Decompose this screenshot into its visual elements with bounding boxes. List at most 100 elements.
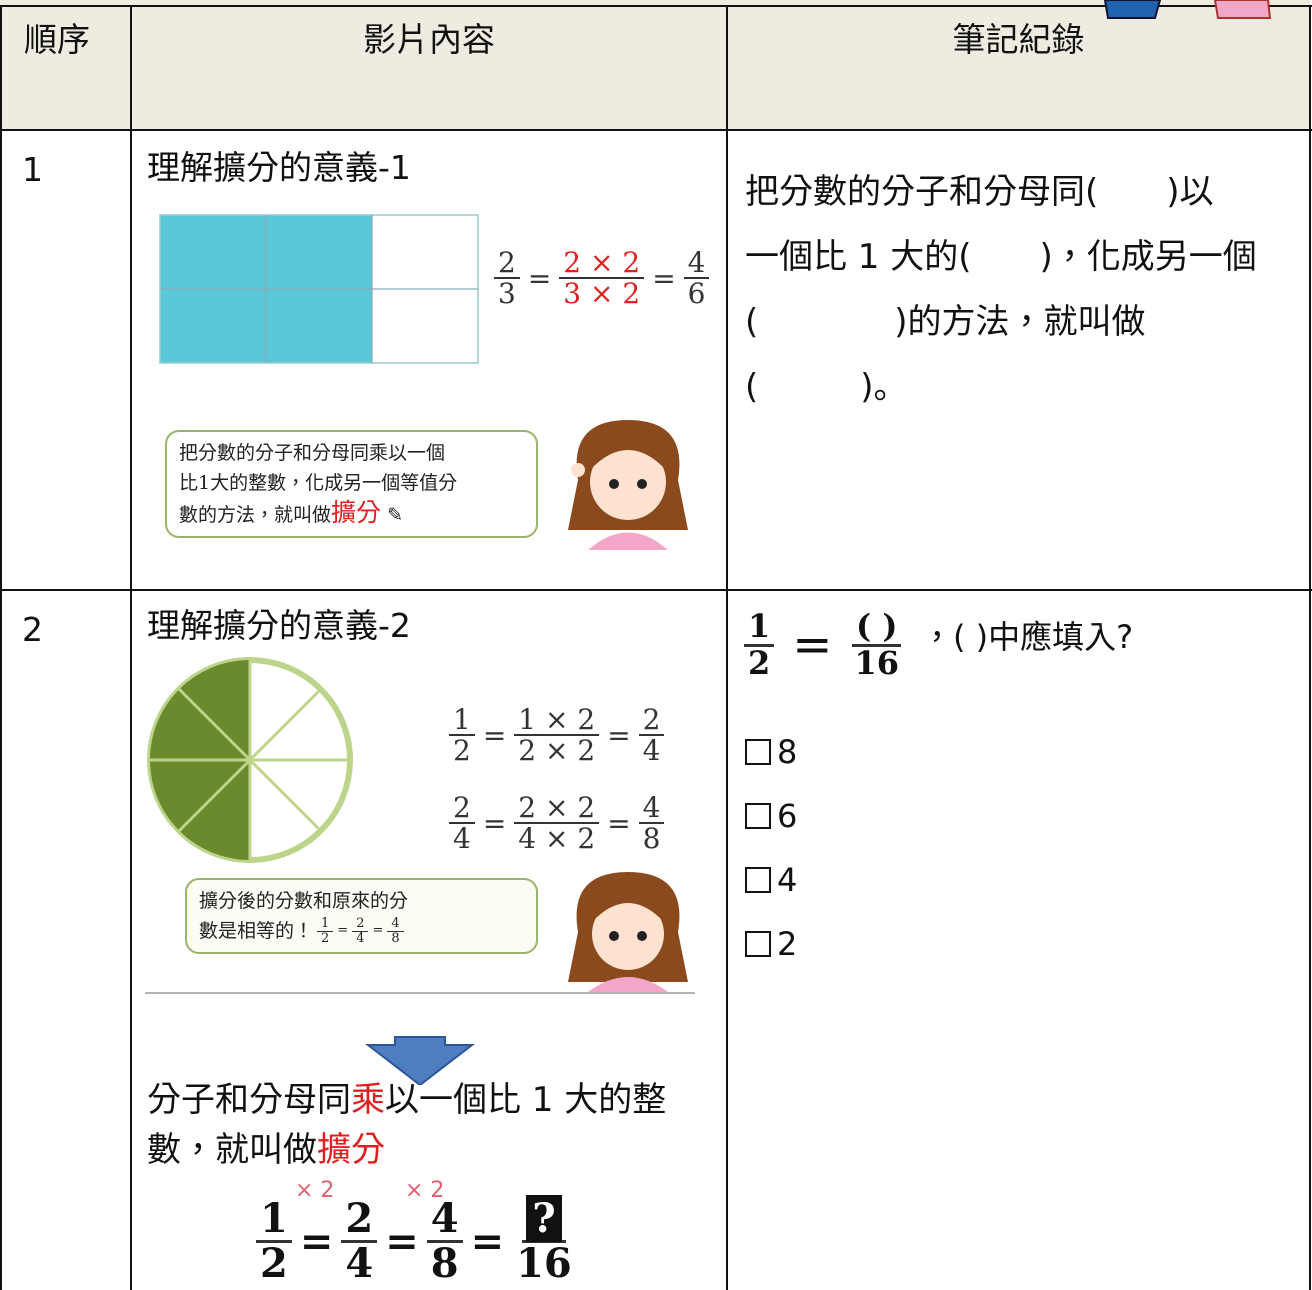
options: 8 6 4 2 <box>745 720 797 976</box>
numerator: 1 <box>449 705 475 737</box>
order: 1 <box>22 150 43 189</box>
denominator: 4 <box>345 1240 374 1287</box>
summary-emphasis: 乘 <box>351 1080 385 1120</box>
denominator: 16 <box>854 643 900 682</box>
denominator: 16 <box>516 1240 572 1287</box>
emphasis: 擴分 <box>331 498 382 527</box>
denominator: 6 <box>687 277 706 311</box>
header-cell: 順序 <box>24 20 90 59</box>
numerator: 4 <box>426 1198 463 1243</box>
denominator: 8 <box>391 930 400 946</box>
denominator: 3 <box>498 277 516 311</box>
denominator: 4 × 2 <box>518 822 596 856</box>
bubble-line: 數是相等的！ <box>199 920 314 942</box>
girl-illustration <box>568 420 688 550</box>
bubble-line: 數的方法，就叫做 <box>179 504 332 526</box>
option-label: 8 <box>777 733 798 771</box>
numerator: 2 <box>352 917 369 932</box>
note-line: 一個比 1 大的( )，化成另一個 <box>745 237 1257 277</box>
option[interactable]: 4 <box>745 848 797 912</box>
denominator: 2 × 2 <box>518 734 596 768</box>
numerator: 2 × 2 <box>514 793 600 825</box>
denominator: 2 <box>260 1240 288 1287</box>
fraction-rectangle <box>159 214 479 364</box>
order: 2 <box>22 610 43 649</box>
numerator: 2 × 2 <box>559 248 645 280</box>
denominator: 8 <box>642 822 661 856</box>
denominator: 3 × 2 <box>563 277 641 311</box>
option-label: 6 <box>777 797 798 835</box>
numerator: 1 <box>744 609 775 647</box>
denominator: 2 <box>748 643 771 682</box>
numerator: 4 <box>683 248 710 280</box>
summary-text: 以一個比 1 大的整數，就叫做 <box>147 1080 667 1170</box>
unknown: ? <box>526 1195 562 1242</box>
numerator: 2 <box>638 705 665 737</box>
chain-equation: 1 2 = 2 4 = 4 8 = ? 16 <box>252 1195 580 1287</box>
header-row <box>0 0 1310 130</box>
option[interactable]: 2 <box>745 912 797 976</box>
bubble-line: 擴分後的分數和原來的分 <box>199 890 409 912</box>
option-label: 2 <box>777 925 798 963</box>
fraction-circle <box>147 657 353 863</box>
numerator: ( ) <box>852 609 902 647</box>
multiplier: × 2 <box>295 1178 335 1203</box>
option[interactable]: 6 <box>745 784 797 848</box>
denominator: 8 <box>430 1240 459 1287</box>
divider-arrow <box>145 992 695 1085</box>
fraction: ? 16 <box>512 1195 576 1287</box>
bubble-line: 比1大的整數，化成另一個等值分 <box>179 472 458 494</box>
numerator: 2 <box>449 793 475 825</box>
note-line: 把分數的分子和分母同( )以 <box>745 172 1214 212</box>
option[interactable]: 8 <box>745 720 797 784</box>
numerator: 4 <box>638 793 665 825</box>
speech-bubble: 把分數的分子和分母同乘以一個 比1大的整數，化成另一個等值分 數的方法，就叫做擴… <box>165 430 538 538</box>
note-line: ( )的方法，就叫做 <box>745 302 1146 342</box>
question-text: ，( )中應填入? <box>921 618 1134 657</box>
denominator: 4 <box>642 734 661 768</box>
summary-text: 分子和分母同 <box>147 1080 351 1120</box>
denominator: 2 <box>453 734 471 768</box>
denominator: 2 <box>321 930 330 946</box>
girl-illustration <box>568 872 688 992</box>
numerator: 1 × 2 <box>514 705 600 737</box>
denominator: 4 <box>356 930 365 946</box>
numerator: 2 <box>494 248 520 280</box>
header-cell: 影片內容 <box>363 20 495 59</box>
numerator: 1 <box>256 1198 292 1243</box>
denominator: 4 <box>453 822 471 856</box>
video-title: 理解擴分的意義-2 <box>147 606 411 645</box>
video-title: 理解擴分的意義-1 <box>147 148 411 187</box>
summary-emphasis: 擴分 <box>317 1130 385 1170</box>
multiplier: × 2 <box>405 1178 445 1203</box>
numerator: 4 <box>387 917 404 932</box>
bubble-line: 把分數的分子和分母同乘以一個 <box>179 442 446 464</box>
option-label: 4 <box>777 861 798 899</box>
notes: 把分數的分子和分母同( )以 一個比 1 大的( )，化成另一個 ( )的方法，… <box>745 160 1257 420</box>
numerator: 1 <box>317 917 334 932</box>
fraction: ( ) 16 <box>850 609 903 682</box>
header-cell: 筆記紀錄 <box>952 20 1085 59</box>
note-line: ( )。 <box>745 367 908 407</box>
